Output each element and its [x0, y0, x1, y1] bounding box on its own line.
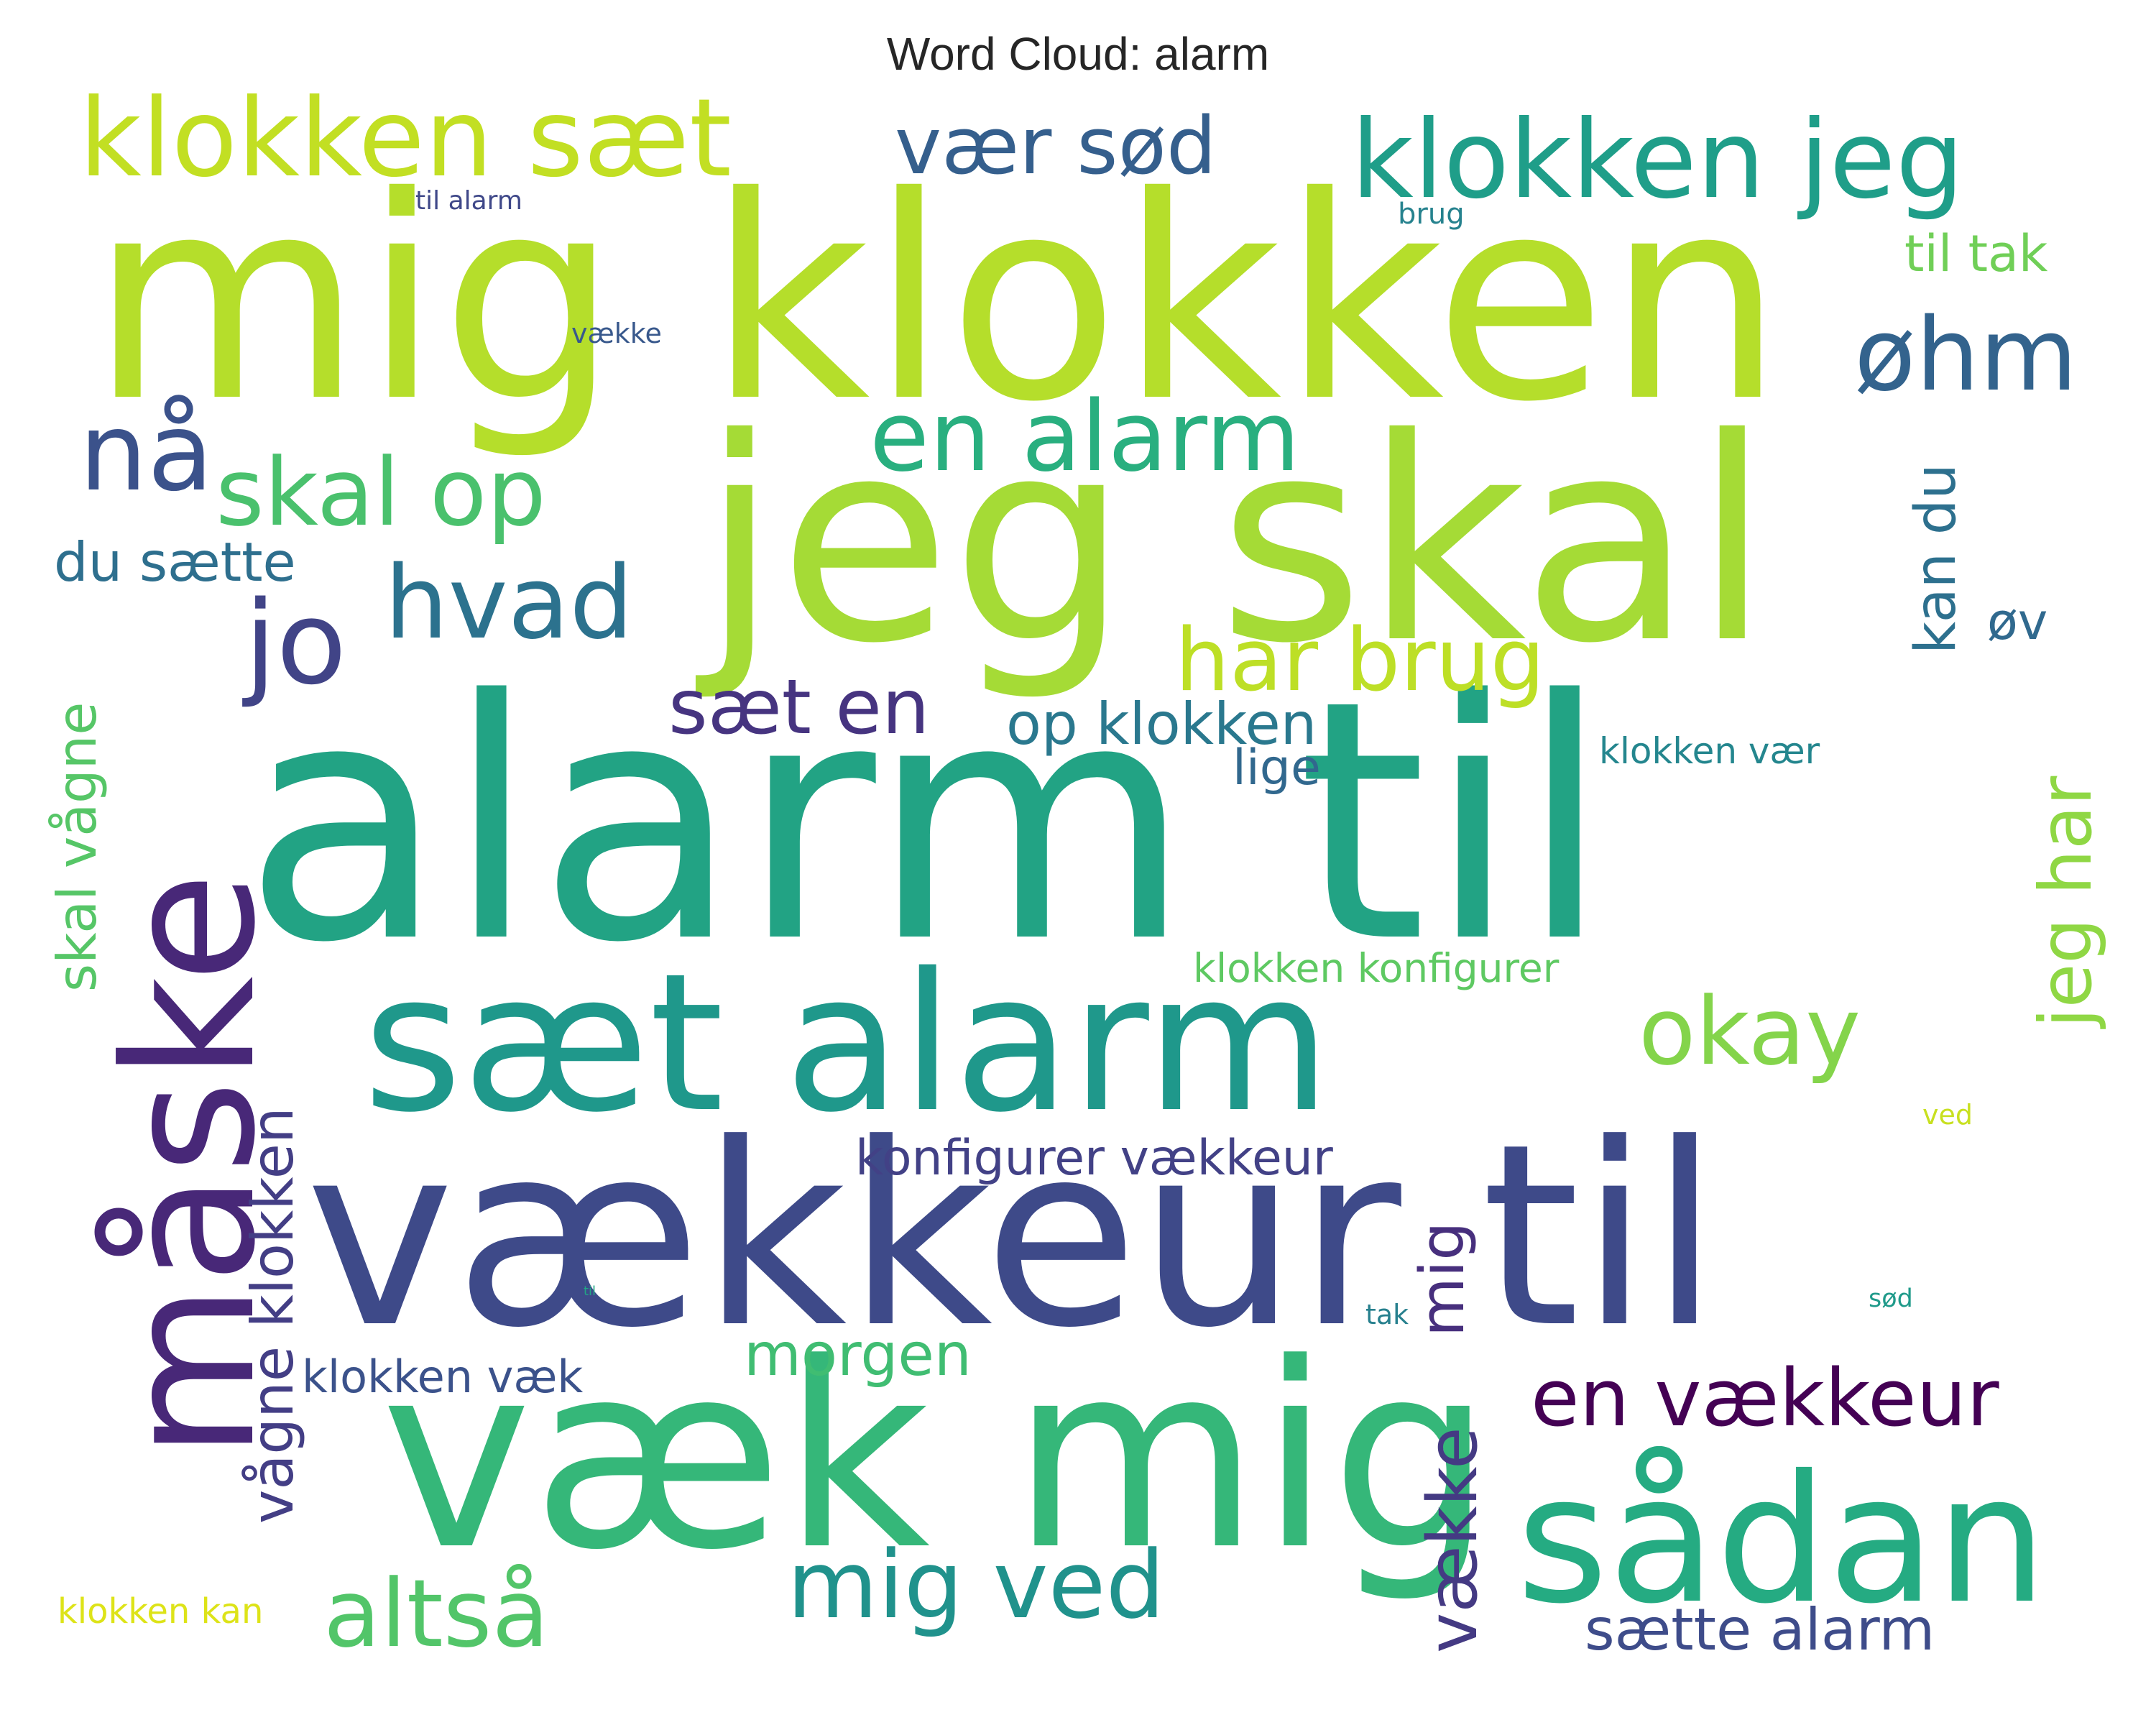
word-skal-op: skal op	[216, 438, 546, 547]
word-klokken-saet: klokken sæt	[79, 76, 732, 201]
word-til: til	[584, 1284, 596, 1299]
word-naa: nå	[79, 390, 213, 515]
chart-title: Word Cloud: alarm	[886, 28, 1270, 80]
word-jo: jo	[244, 576, 347, 710]
word-jeg-har: jeg har	[2024, 776, 2108, 1028]
word-skal-vaagne: skal vågne	[45, 702, 109, 992]
word-tak: tak	[1365, 1299, 1409, 1330]
word-vaagne-klokken: vågne klokken	[239, 1107, 306, 1524]
word-vaek-mig: væk mig	[381, 1308, 1493, 1606]
word-saadan: sådan	[1516, 1438, 2047, 1642]
word-soed: sød	[1869, 1284, 1913, 1313]
word-oev: øv	[1987, 592, 2048, 651]
word-til-tak: til tak	[1904, 224, 2048, 283]
word-altsaa: altså	[323, 1559, 550, 1668]
word-saet-en: sæt en	[668, 663, 930, 751]
word-kan-du: kan du	[1904, 464, 1968, 654]
word-morgen: morgen	[744, 1321, 972, 1389]
word-mig-klokken: mig klokken	[90, 137, 1784, 463]
word-hvad: hvad	[384, 545, 634, 662]
word-vaekke: vække	[1414, 1427, 1493, 1653]
word-brug: brug	[1398, 198, 1465, 231]
word-op-klokken: op klokken	[1006, 691, 1317, 758]
word-en-vaekkeur: en vækkeur	[1531, 1352, 1999, 1444]
word-alarm-til: alarm til	[243, 630, 1611, 1015]
word-saette-alarm: sætte alarm	[1585, 1596, 1935, 1663]
word-klokken-jeg: klokken jeg	[1351, 98, 1964, 223]
word-okay: okay	[1639, 977, 1861, 1086]
word-saet-alarm: sæt alarm	[363, 933, 1332, 1154]
word-oehm: øhm	[1854, 297, 2078, 414]
word-en-alarm: en alarm	[870, 380, 1301, 493]
word-klokken-vaek: klokken væk	[302, 1351, 584, 1403]
word-konfigurer-vaekkeur: konfigurer vækkeur	[855, 1130, 1333, 1187]
word-ved: ved	[1922, 1099, 1973, 1131]
word-har-brug: har brug	[1175, 611, 1545, 711]
word-mig: mig	[1407, 1221, 1478, 1337]
word-vaekkeur-til: vækkeur til	[305, 1090, 1720, 1383]
word-vaekke-small: vække	[571, 318, 662, 349]
word-til-alarm: til alarm	[415, 186, 522, 216]
word-klokken-kan: klokken kan	[57, 1591, 264, 1632]
word-vaer-soed: vær sød	[895, 100, 1217, 192]
word-klokken-konfigurer: klokken konfigurer	[1193, 945, 1560, 991]
word-mig-ved: mig ved	[787, 1530, 1166, 1639]
word-klokken-vaer: klokken vær	[1599, 730, 1820, 772]
word-lige: lige	[1233, 740, 1321, 796]
word-jeg-skal: jeg skal	[701, 378, 1772, 704]
word-du-saette: du sætte	[54, 530, 296, 594]
